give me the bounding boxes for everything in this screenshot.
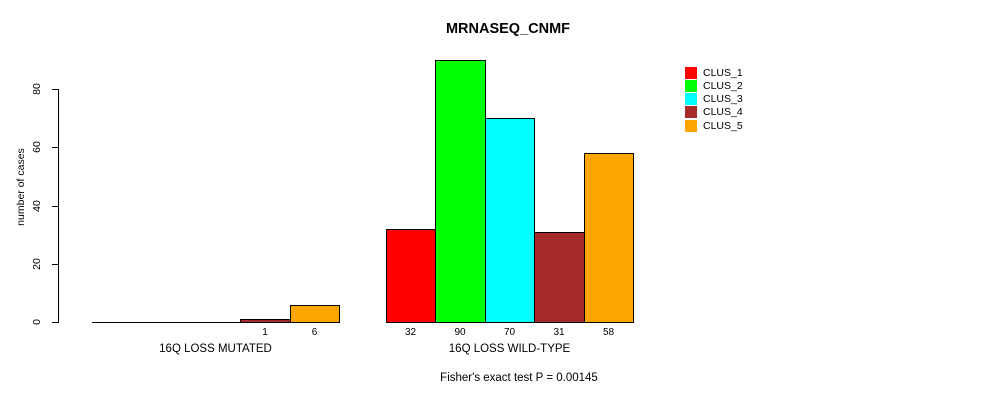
y-axis-title: number of cases: [15, 148, 27, 226]
y-axis-tick-label: 20: [31, 258, 43, 270]
bar-value-label: 6: [311, 327, 318, 338]
y-axis-tick-label: 60: [31, 141, 43, 153]
bar-value-label: 70: [503, 327, 516, 338]
legend-item-label: CLUS_4: [703, 106, 743, 119]
legend-item-label: CLUS_2: [703, 79, 743, 92]
legend-item-label: CLUS_5: [703, 119, 743, 132]
y-axis-tick: [52, 147, 58, 148]
y-axis-line: [58, 89, 59, 323]
legend-swatch: [685, 66, 697, 79]
group-label: 16Q LOSS MUTATED: [159, 343, 272, 355]
bar-value-label: 1: [262, 327, 268, 338]
bar-value-label: 32: [404, 327, 417, 338]
bar: [386, 229, 436, 323]
legend-swatch: [685, 119, 697, 132]
legend-swatch: [685, 79, 697, 92]
legend-swatch: [685, 93, 697, 106]
group-label: 16Q LOSS WILD-TYPE: [448, 343, 571, 355]
bar: [240, 319, 291, 323]
bar: [435, 60, 486, 323]
legend-item: CLUS_2: [685, 79, 743, 92]
y-axis-tick: [52, 322, 58, 323]
bar: [534, 232, 585, 323]
legend-item: CLUS_4: [685, 106, 743, 119]
bar: [584, 153, 634, 323]
bar: [290, 305, 340, 323]
bar-value-label: 58: [602, 327, 615, 338]
chart-title: MRNASEQ_CNMF: [445, 21, 571, 37]
y-axis-tick-label: 80: [31, 83, 43, 95]
y-axis-tick-label: 0: [31, 319, 43, 325]
y-axis-tick-label: 40: [31, 200, 43, 212]
bar-value-label: 90: [454, 327, 466, 338]
x-baseline: [92, 322, 340, 323]
legend-item: CLUS_3: [685, 93, 743, 106]
bar-value-label: 31: [553, 327, 565, 338]
legend-item-label: CLUS_3: [703, 93, 743, 106]
legend-item: CLUS_1: [685, 66, 743, 79]
y-axis-tick: [52, 89, 58, 90]
stat-annotation: Fisher's exact test P = 0.00145: [440, 372, 598, 384]
legend-item-label: CLUS_1: [703, 66, 743, 79]
bar: [485, 118, 535, 323]
legend-swatch: [685, 106, 697, 119]
y-axis-tick: [52, 206, 58, 207]
legend-item: CLUS_5: [685, 119, 743, 132]
y-axis-tick: [52, 264, 58, 265]
